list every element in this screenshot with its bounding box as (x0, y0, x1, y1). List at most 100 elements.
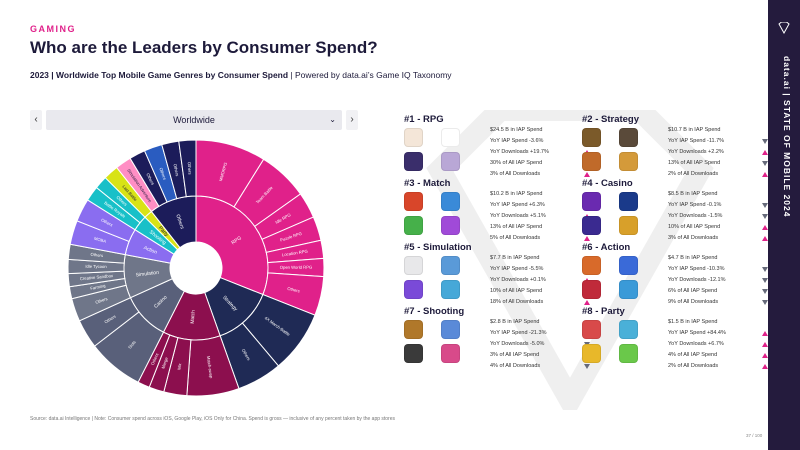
stat-row: 30% of All IAP Spend (490, 158, 590, 169)
sunburst-label: Simulation (135, 270, 159, 279)
genre-panel: #5 - Simulation $7.7 B in IAP Spend YoY IA… (404, 242, 590, 305)
stat-text: YoY IAP Spend -11.7% (668, 138, 725, 144)
app-icon (441, 192, 460, 211)
stat-text: 10% of All IAP Spend (490, 288, 543, 294)
sunburst-label: Others (173, 163, 180, 176)
app-icon (582, 344, 601, 363)
trend-up-icon (762, 225, 768, 230)
genre-stats: $8.5 B in IAP Spend YoY IAP Spend -0.1% Yo… (668, 189, 768, 244)
stat-row: 2% of All Downloads (668, 361, 768, 372)
region-dropdown-value: Worldwide (173, 115, 215, 125)
genre-title: #3 - Match (404, 178, 451, 189)
stat-text: 13% of All IAP Spend (668, 160, 721, 166)
stat-text: 4% of All Downloads (490, 363, 541, 369)
trend-up-icon (584, 236, 590, 241)
stat-text: 2% of All Downloads (668, 171, 719, 177)
sunburst-label: Idle Tycoon (85, 264, 107, 269)
sunburst-label: Others (174, 214, 185, 231)
sunburst-label: Others (145, 172, 155, 185)
trend-up-icon (762, 172, 768, 177)
stat-text: $10.7 B in IAP Spend (668, 127, 721, 133)
stat-row: YoY Downloads +19.7% (490, 147, 590, 158)
sunburst-chart: RPGStrategyMatchCasinoSimulationActionSh… (67, 139, 325, 397)
app-icon (619, 192, 638, 211)
stat-text: 13% of All IAP Spend (490, 224, 543, 230)
stat-text: 18% of All Downloads (490, 299, 544, 305)
genre-title: #7 - Shooting (404, 306, 465, 317)
stat-text: 30% of All IAP Spend (490, 160, 543, 166)
trend-down-icon (762, 289, 768, 294)
sunburst-label: Slots (127, 340, 137, 350)
page-title: Who are the Leaders by Consumer Spend? (30, 38, 378, 57)
genre-stats: $1.5 B in IAP Spend YoY IAP Spend +84.4% Y… (668, 317, 768, 372)
stat-row: 13% of All IAP Spend (490, 222, 590, 233)
genre-title: #8 - Party (582, 306, 625, 317)
genre-app-icons (404, 256, 464, 304)
sunburst-label: Others (241, 348, 252, 361)
trend-down-icon (762, 267, 768, 272)
app-icon (404, 216, 423, 235)
stat-row: $24.5 B in IAP Spend (490, 125, 590, 136)
stat-text: YoY Downloads -1.5% (668, 213, 723, 219)
chevron-right-icon[interactable]: › (346, 110, 358, 130)
stat-text: YoY IAP Spend -3.6% (490, 138, 544, 144)
sunburst-label: Others (100, 217, 113, 227)
trend-down-icon (762, 161, 768, 166)
app-icon (582, 320, 601, 339)
genre-panel: #8 - Party $1.5 B in IAP Spend YoY IAP Spe… (582, 306, 768, 369)
stat-text: $1.5 B in IAP Spend (668, 319, 718, 325)
app-icon (441, 128, 460, 147)
stat-row: YoY IAP Spend -3.6% (490, 136, 590, 147)
app-icon (619, 280, 638, 299)
trend-up-icon (762, 331, 768, 336)
stat-text: 5% of All Downloads (490, 235, 541, 241)
stat-row: $2.8 B in IAP Spend (490, 317, 590, 328)
genre-panel: #2 - Strategy $10.7 B in IAP Spend YoY IAP… (582, 114, 768, 177)
genre-panel: #3 - Match $10.2 B in IAP Spend YoY IAP Sp… (404, 178, 590, 241)
chevron-left-icon[interactable]: ‹ (30, 110, 42, 130)
stat-text: YoY Downloads +2.2% (668, 149, 724, 155)
sunburst-label: Others (95, 296, 109, 305)
app-icon (582, 192, 601, 211)
stat-row: YoY Downloads +6.7% (668, 339, 768, 350)
sunburst-label: Match-swap (206, 356, 214, 380)
sunburst-label: Match (190, 310, 197, 324)
stat-row: 18% of All Downloads (490, 297, 590, 308)
genre-app-icons (582, 256, 642, 304)
genre-panel: #1 - RPG $24.5 B in IAP Spend YoY IAP Spen… (404, 114, 590, 177)
genre-stats: $2.8 B in IAP Spend YoY IAP Spend -21.3% Y… (490, 317, 590, 372)
stat-text: $10.2 B in IAP Spend (490, 191, 543, 197)
trend-up-icon (584, 172, 590, 177)
stat-row: YoY Downloads -12.1% (668, 275, 768, 286)
stat-text: YoY Downloads +0.1% (490, 277, 546, 283)
region-dropdown[interactable]: Worldwide ⌄ (46, 110, 342, 130)
stat-text: YoY Downloads +19.7% (490, 149, 549, 155)
genre-title: #6 - Action (582, 242, 631, 253)
sunburst-label: MMORPG (218, 162, 228, 182)
stat-row: $10.7 B in IAP Spend (668, 125, 768, 136)
stat-row: YoY IAP Spend -10.3% (668, 264, 768, 275)
sunburst-label: Puzzle RPG (279, 231, 302, 243)
stat-text: YoY Downloads -12.1% (668, 277, 726, 283)
app-icon (404, 280, 423, 299)
stat-row: 4% of All Downloads (490, 361, 590, 372)
stat-row: 3% of All Downloads (668, 233, 768, 244)
stat-text: YoY IAP Spend +6.3% (490, 202, 545, 208)
stat-text: YoY IAP Spend -5.5% (490, 266, 544, 272)
stat-text: YoY Downloads -5.0% (490, 341, 545, 347)
stat-text: 9% of All Downloads (668, 299, 719, 305)
trend-down-icon (762, 278, 768, 283)
page-subtitle: 2023 | Worldwide Top Mobile Game Genres … (30, 70, 452, 80)
stat-text: 3% of All Downloads (490, 171, 541, 177)
app-icon (619, 152, 638, 171)
app-icon (441, 152, 460, 171)
app-icon (441, 344, 460, 363)
trend-down-icon (762, 300, 768, 305)
subtitle-bold: 2023 | Worldwide Top Mobile Game Genres … (30, 70, 289, 80)
stat-text: YoY IAP Spend -10.3% (668, 266, 725, 272)
sunburst-label: Open World RPG (280, 265, 313, 270)
stat-row: 5% of All Downloads (490, 233, 590, 244)
stat-row: 6% of All IAP Spend (668, 286, 768, 297)
diamond-watermark-icon (426, 110, 714, 410)
stat-row: 13% of All IAP Spend (668, 158, 768, 169)
